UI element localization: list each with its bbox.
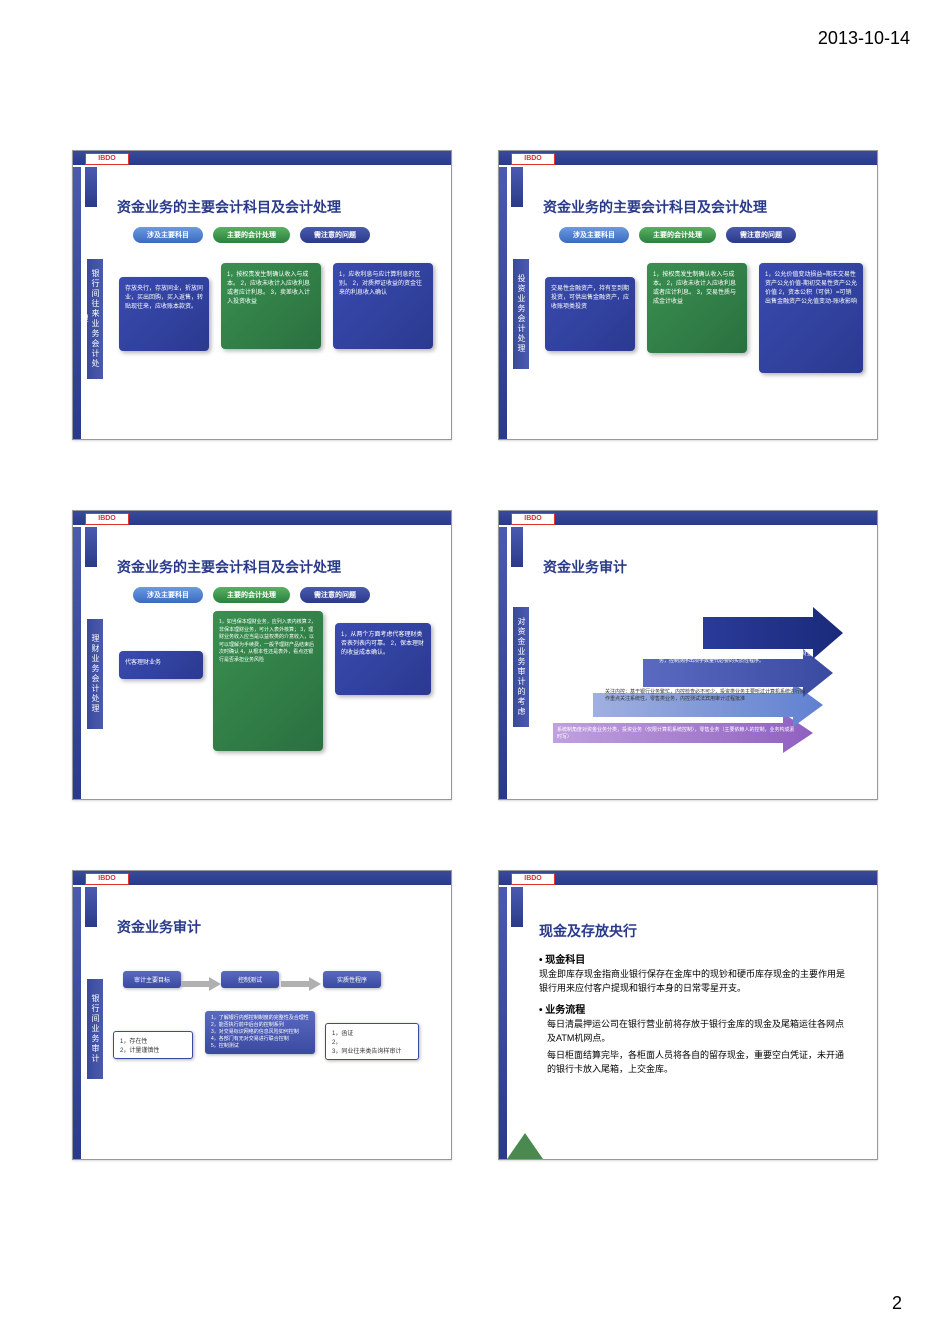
bdo-logo: IBDO: [85, 513, 129, 525]
slide-title: 现金及存放央行: [539, 921, 855, 941]
slide-3: IBDO 资金业务的主要会计科目及会计处理 涉及主要科目 主要的会计处理 需注意…: [72, 510, 452, 800]
vert-tab: [511, 527, 523, 567]
header-stripe: [73, 871, 451, 885]
paragraph-2: 每日清晨押运公司在银行营业前将存放于银行金库的现金及尾箱运往各网点及ATM机网点…: [547, 1018, 845, 1045]
heading-2-text: 业务流程: [545, 1005, 585, 1016]
heading-1-text: 现金科目: [545, 955, 585, 966]
slide-grid: IBDO 资金业务的主要会计科目及会计处理 涉及主要科目 主要的会计处理 需注意…: [72, 150, 878, 1160]
bdo-logo: IBDO: [511, 513, 555, 525]
left-bar: [73, 167, 81, 439]
pill-1: 涉及主要科目: [559, 227, 629, 243]
header-stripe: [499, 511, 877, 525]
bdo-logo: IBDO: [511, 153, 555, 165]
items-3: 1，函证 2， 3，同业往来类告询样审计: [325, 1023, 419, 1060]
pill-2: 主要的会计处理: [213, 587, 290, 603]
pill-3: 需注意的问题: [726, 227, 796, 243]
items-2: 1，了解银行内部控制制度的完整性及合理性 2，能否执行前中后台的控制系列 3，对…: [205, 1011, 315, 1054]
box-2: 1，按权责发生制确认收入与成本。 2，应收未收计入应收利息或者应计利息。 3，交…: [647, 263, 747, 353]
pill-row: 涉及主要科目 主要的会计处理 需注意的问题: [133, 227, 370, 243]
left-bar: [499, 167, 507, 439]
slide-title: 资金业务的主要会计科目及会计处理: [117, 557, 341, 577]
box-2: 1，按权责发生制确认收入与成本。 2，应收未收计入应收利息或者应计利息。 3，卖…: [221, 263, 321, 349]
header-1: 审计主要目标: [123, 971, 181, 988]
header-stripe: [499, 151, 877, 165]
pill-row: 涉及主要科目 主要的会计处理 需注意的问题: [133, 587, 370, 603]
paragraph-3: 每日柜面结算完毕，各柜面人员将各自的留存现金，重要空白凭证，未开通的银行卡放入尾…: [547, 1049, 845, 1076]
left-bar: [499, 887, 507, 1159]
pill-1: 涉及主要科目: [133, 227, 203, 243]
heading-2: • 业务流程: [539, 1001, 855, 1016]
box-1: 交易性金融资产，持有至到期投资，可供出售金融资产，应收账项类投资: [545, 277, 635, 351]
side-label: 理财业务会计处理: [87, 619, 103, 729]
pill-3: 需注意的问题: [300, 587, 370, 603]
vert-tab: [85, 527, 97, 567]
paragraph-1: 现金即库存现金指商业银行保存在金库中的现钞和硬币库存现金的主要作用是银行用来应付…: [539, 968, 845, 995]
box-3: 1，从两个方面考虑代客理财类否表列表内可靠。 2，保本理财的收益成本确认。: [335, 623, 431, 695]
box-3: 1，应收利息与应计算利息的区别。 2，对质押证收益的资金往来的利息收入确认: [333, 263, 433, 349]
box-2: 1，如当保本理财业务，应列入表内核算 2，非保本理财业务，可计入表外核算； 3，…: [213, 611, 323, 751]
layer-text-2: 关注内控：基于银行业务繁忙，内控检查必不可少，投资类业务主要听过计算机系统进行操…: [605, 689, 805, 702]
layer-text-3: 优选性程序：所谓过期金重量，应要求100%抽交流程书，包括理财业务，控制测序出项…: [659, 651, 819, 664]
header-stripe: [73, 511, 451, 525]
layer-text-1: 系统制角度对资金业务分类，投资业务（仅限计算机系统控制），零售业务（主要依赖人的…: [557, 727, 797, 740]
arrow-icon: [181, 977, 221, 991]
vert-tab: [85, 887, 97, 927]
arrow-icon: [281, 977, 321, 991]
vert-tab: [511, 167, 523, 207]
left-bar: [73, 527, 81, 799]
slide-6: IBDO 现金及存放央行 • 现金科目 现金即库存现金指商业银行保存在金库中的现…: [498, 870, 878, 1160]
slide-title: 资金业务审计: [117, 917, 201, 937]
slide-1: IBDO 资金业务的主要会计科目及会计处理 涉及主要科目 主要的会计处理 需注意…: [72, 150, 452, 440]
box-3: 1，公允价值变动损益=期末交易性资产公允价值-期初交易性资产公允价值 2，资本公…: [759, 263, 863, 373]
header-stripe: [499, 871, 877, 885]
side-label: 投资业务会计处理: [513, 259, 529, 369]
box-1: 代客理财业务: [119, 651, 203, 679]
left-bar: [499, 527, 507, 799]
left-bar: [73, 887, 81, 1159]
side-label: 银行间往来业务会计处理: [87, 259, 103, 379]
corner-triangle-icon: [507, 1133, 543, 1159]
heading-1: • 现金科目: [539, 951, 855, 966]
pill-row: 涉及主要科目 主要的会计处理 需注意的问题: [559, 227, 796, 243]
header-2: 控制测试: [221, 971, 279, 988]
slide-title: 资金业务审计: [543, 557, 627, 577]
bdo-logo: IBDO: [511, 873, 555, 885]
pill-2: 主要的会计处理: [213, 227, 290, 243]
pill-1: 涉及主要科目: [133, 587, 203, 603]
side-label: 对资金业务审计的考虑: [513, 607, 529, 727]
pill-3: 需注意的问题: [300, 227, 370, 243]
box-1: 存放央行，存放同业，折放同业，买出回购，买入返售，转贴现往来，应收账本款资。: [119, 277, 209, 351]
items-1: 1，存在性 2，计量谨慎性: [113, 1031, 193, 1059]
vert-tab: [85, 167, 97, 207]
bdo-logo: IBDO: [85, 153, 129, 165]
page-date: 2013-10-14: [818, 28, 910, 49]
slide-title: 资金业务的主要会计科目及会计处理: [117, 197, 341, 217]
side-label: 银行间业务审计: [87, 979, 103, 1079]
slide-4: IBDO 资金业务审计 对资金业务审计的考虑 关注资金业务板的的可能存在的信用风…: [498, 510, 878, 800]
pill-2: 主要的会计处理: [639, 227, 716, 243]
header-3: 实质性程序: [323, 971, 381, 988]
header-stripe: [73, 151, 451, 165]
layered-arrows: [543, 593, 863, 773]
slide-5: IBDO 资金业务审计 银行间业务审计 审计主要目标 控制测试 实质性程序 1，…: [72, 870, 452, 1160]
vert-tab: [511, 887, 523, 927]
page-number: 2: [892, 1293, 902, 1314]
layer-text-4: 关注资金业务板的的可能存在的信用风险: [713, 609, 843, 616]
slide-title: 资金业务的主要会计科目及会计处理: [543, 197, 767, 217]
slide-2: IBDO 资金业务的主要会计科目及会计处理 涉及主要科目 主要的会计处理 需注意…: [498, 150, 878, 440]
bdo-logo: IBDO: [85, 873, 129, 885]
